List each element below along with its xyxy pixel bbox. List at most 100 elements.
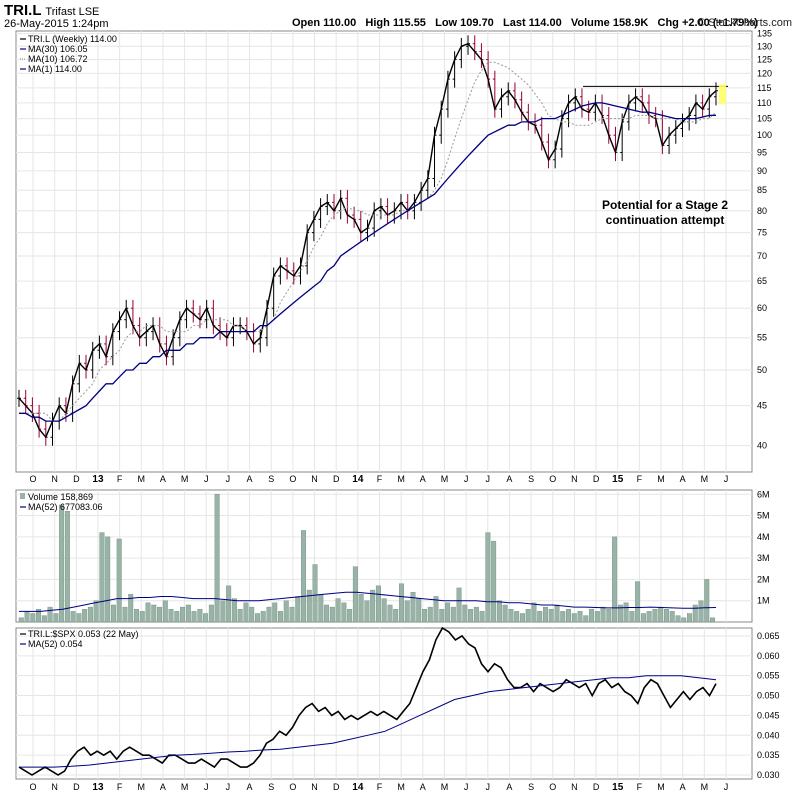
y-tick-label: 55 (757, 333, 767, 343)
x-tick-label: F (117, 782, 123, 792)
volume-bar (70, 611, 76, 623)
x-tick-label: A (506, 782, 512, 792)
volume-bar (456, 587, 462, 623)
highlight-box (719, 84, 726, 104)
y-tick-label: 130 (757, 41, 772, 51)
x-tick-label: D (593, 474, 600, 484)
volume-bar (473, 606, 479, 623)
volume-bar (53, 613, 59, 623)
x-tick-label: D (73, 474, 80, 484)
ma30-line (19, 102, 717, 422)
volume-bar (612, 536, 618, 623)
x-tick-label: M (657, 782, 665, 792)
volume-bar (410, 591, 416, 623)
volume-bar (652, 609, 658, 623)
y-tick-label: 0.030 (757, 770, 780, 780)
x-tick-label: S (268, 474, 274, 484)
volume-bar (531, 602, 537, 623)
x-tick-label: M (397, 782, 405, 792)
volume-bar (203, 613, 209, 623)
legend-entry: MA(1) 114.00 (28, 64, 82, 74)
x-tick-label: 14 (352, 474, 364, 485)
panel-frame-relative (15, 627, 753, 780)
x-tick-label: J (204, 782, 209, 792)
volume-bar (24, 611, 30, 623)
y-tick-label: 60 (757, 303, 767, 313)
volume-bar (59, 504, 65, 623)
x-tick-label: 14 (352, 782, 364, 793)
x-tick-label: 15 (612, 782, 624, 793)
y-tick-label: 0.060 (757, 651, 780, 661)
volume-bar (237, 609, 243, 623)
x-tick-label: M (397, 474, 405, 484)
x-tick-label: A (247, 474, 253, 484)
volume-bar (208, 604, 214, 623)
y-tick-label: 120 (757, 68, 772, 78)
volume-bar (139, 611, 145, 623)
quote-last: Last 114.00 (502, 17, 562, 29)
y-tick-label: 135 (757, 29, 772, 39)
volume-bar (462, 604, 468, 623)
volume-bar (324, 604, 330, 623)
volume-bar (692, 604, 698, 623)
x-tick-label: S (528, 782, 534, 792)
volume-bar (36, 609, 42, 623)
volume-bar (341, 602, 347, 623)
volume-bar (514, 611, 520, 623)
volume-bar (594, 611, 600, 623)
ratio-line (18, 626, 717, 776)
y-tick-label: 4M (757, 532, 770, 542)
x-tick-label: J (226, 474, 231, 484)
volume-bar (669, 611, 675, 623)
x-tick-label: O (289, 782, 296, 792)
volume-bar (329, 606, 335, 623)
volume-bar (542, 606, 548, 623)
x-tick-label: J (204, 474, 209, 484)
volume-bar (502, 604, 508, 623)
y-tick-label: 0.055 (757, 671, 780, 681)
volume-bar (157, 606, 163, 623)
volume-bar (571, 613, 577, 623)
x-tick-label: M (701, 474, 709, 484)
volume-bar (243, 602, 249, 623)
x-tick-label: F (637, 474, 643, 484)
volume-bar (145, 602, 151, 623)
volume-bar (110, 604, 116, 623)
volume-bar (180, 606, 186, 623)
y-tick-label: 100 (757, 130, 772, 140)
volume-bar (617, 604, 623, 623)
volume-bar (122, 606, 128, 623)
x-tick-label: M (657, 474, 665, 484)
volume-bar (433, 596, 439, 623)
volume-bar (663, 609, 669, 623)
volume-bar (698, 600, 704, 623)
x-tick-label: O (29, 782, 36, 792)
volume-bar (318, 594, 324, 623)
volume-bar (375, 585, 381, 623)
volume-bar (47, 606, 53, 623)
volume-bar (566, 609, 571, 623)
legend-entry: MA(52) 0.054 (28, 639, 83, 649)
volume-bar (629, 611, 635, 623)
volume-bar (214, 494, 220, 623)
volume-bar (266, 606, 272, 623)
y-tick-label: 115 (757, 83, 771, 93)
volume-bar (289, 606, 295, 623)
volume-bar (18, 617, 24, 623)
ma10-line (19, 61, 717, 422)
y-tick-label: 0.040 (757, 730, 780, 740)
volume-bar (134, 609, 139, 623)
volume-bar (479, 611, 485, 623)
x-tick-label: O (289, 474, 296, 484)
y-tick-label: 0.050 (757, 691, 780, 701)
volume-bar (404, 600, 410, 623)
x-tick-label: 13 (92, 474, 104, 485)
volume-bar (525, 609, 531, 623)
legend-entry: MA(52) 677083.06 (28, 502, 103, 512)
y-tick-label: 0.065 (757, 631, 780, 641)
legend-entry: Volume 158,869 (28, 492, 93, 502)
volume-bar (151, 604, 157, 623)
volume-bar (681, 617, 687, 623)
y-tick-label: 5M (757, 511, 770, 521)
x-tick-label: M (181, 782, 189, 792)
